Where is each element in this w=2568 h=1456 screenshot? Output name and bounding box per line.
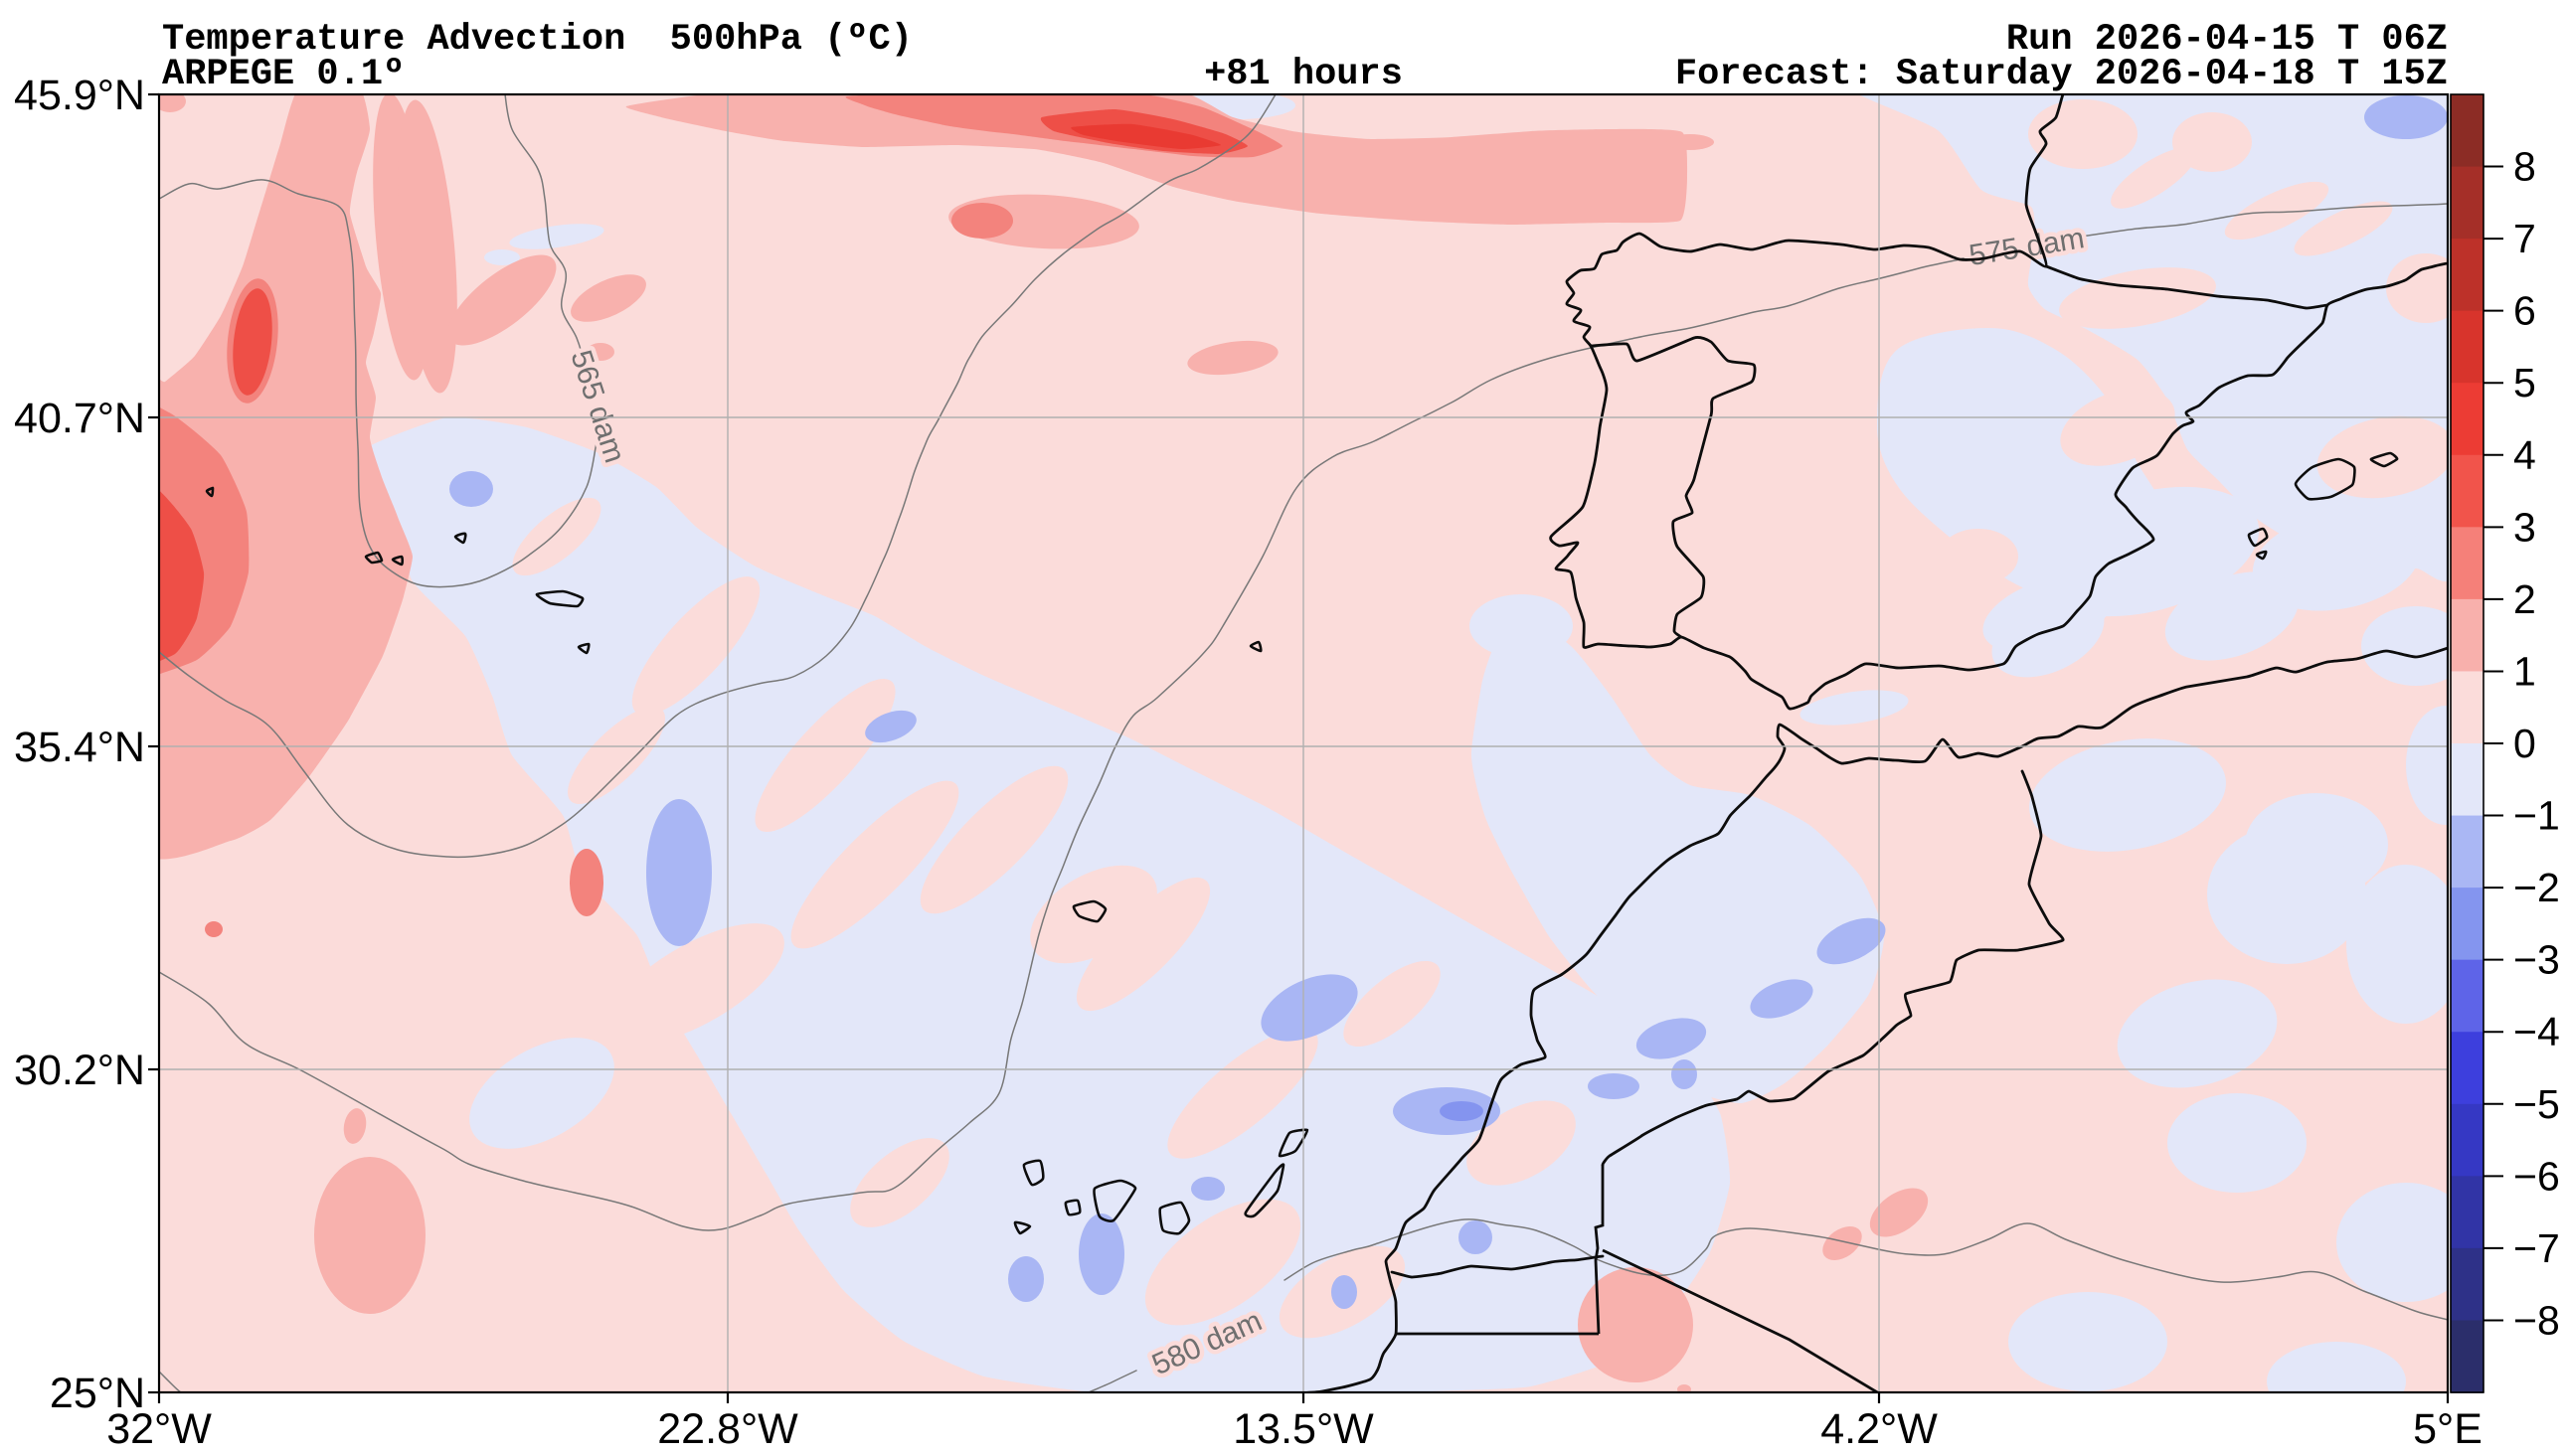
svg-text:3: 3 [2513, 504, 2536, 550]
svg-text:5°E: 5°E [2413, 1405, 2482, 1453]
svg-text:ARPEGE 0.1º: ARPEGE 0.1º [162, 54, 405, 95]
svg-text:Run 2026-04-15 T 06Z: Run 2026-04-15 T 06Z [2006, 19, 2448, 61]
svg-text:−7: −7 [2513, 1225, 2560, 1271]
svg-text:−8: −8 [2513, 1297, 2560, 1343]
svg-text:Forecast: Saturday 2026-04-18: Forecast: Saturday 2026-04-18 T 15Z [1675, 54, 2448, 95]
svg-text:30.2°N: 30.2°N [14, 1047, 145, 1094]
svg-text:−1: −1 [2513, 793, 2560, 839]
svg-text:22.8°W: 22.8°W [657, 1405, 798, 1453]
svg-text:−5: −5 [2513, 1081, 2560, 1127]
svg-text:0: 0 [2513, 721, 2536, 766]
svg-text:8: 8 [2513, 144, 2536, 190]
svg-text:−4: −4 [2513, 1009, 2560, 1054]
svg-text:4: 4 [2513, 432, 2536, 478]
svg-text:−6: −6 [2513, 1153, 2560, 1199]
svg-text:−3: −3 [2513, 937, 2560, 983]
svg-text:+81 hours: +81 hours [1204, 54, 1403, 95]
svg-text:4.2°W: 4.2°W [1820, 1405, 1938, 1453]
svg-text:32°W: 32°W [106, 1405, 212, 1453]
svg-text:1: 1 [2513, 648, 2536, 694]
svg-text:Temperature Advection 500hPa: Temperature Advection 500hPa (ºC) [162, 19, 913, 61]
svg-text:40.7°N: 40.7°N [14, 395, 145, 442]
svg-text:7: 7 [2513, 216, 2536, 261]
svg-text:6: 6 [2513, 288, 2536, 334]
svg-text:25°N: 25°N [50, 1370, 145, 1417]
svg-text:2: 2 [2513, 576, 2536, 622]
svg-text:45.9°N: 45.9°N [14, 72, 145, 119]
svg-text:13.5°W: 13.5°W [1233, 1405, 1374, 1453]
svg-text:−2: −2 [2513, 865, 2560, 910]
svg-text:35.4°N: 35.4°N [14, 724, 145, 771]
svg-text:5: 5 [2513, 360, 2536, 405]
